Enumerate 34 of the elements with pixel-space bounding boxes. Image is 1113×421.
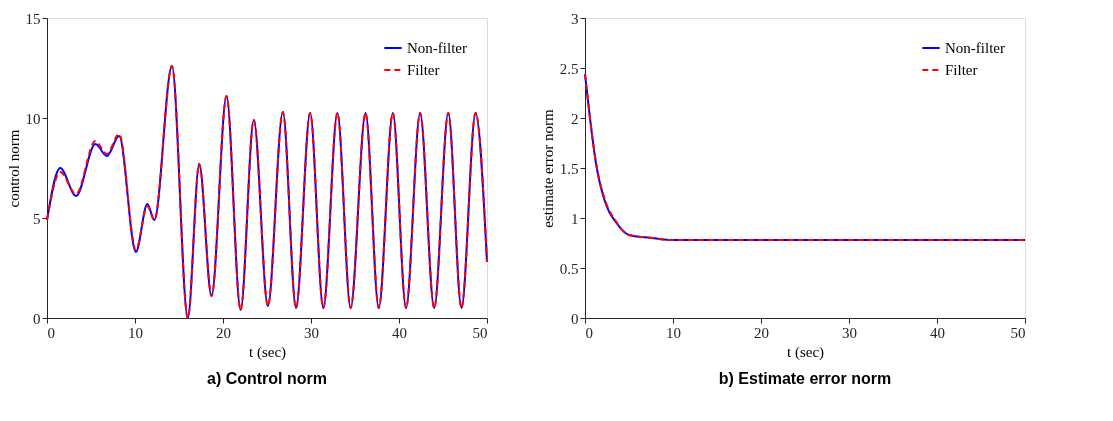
y-tick-label: 2 [571, 110, 579, 127]
x-axis-title: t (sec) [786, 343, 825, 361]
y-tick-label: 10 [25, 110, 41, 127]
x-tick-label: 30 [842, 324, 857, 341]
x-tick-label: 40 [392, 324, 407, 341]
y-tick-label: 2.5 [559, 60, 579, 77]
line-series [584, 73, 1026, 241]
x-tick-label: 10 [128, 324, 143, 341]
legend-label: Non-filter [945, 40, 1005, 56]
y-tick-label: 5 [33, 210, 41, 227]
y-tick-label: 1 [571, 210, 579, 227]
y-axis-title: estimate error norm [539, 109, 556, 228]
y-axis-title: control norm [5, 129, 22, 208]
legend-label: Filter [407, 62, 440, 78]
x-tick-label: 20 [216, 324, 231, 341]
x-tick-label: 30 [304, 324, 319, 341]
legend-label: Non-filter [407, 40, 467, 56]
y-tick-label: 15 [25, 10, 41, 27]
x-tick-label: 50 [472, 324, 488, 341]
x-tick-label: 40 [930, 324, 945, 341]
text: b) Estimate error norm [718, 370, 892, 387]
y-tick-label: 0 [33, 310, 41, 327]
x-tick-label: 0 [585, 324, 593, 341]
legend-label: Filter [945, 62, 978, 78]
x-axis-title: t (sec) [248, 343, 287, 361]
x-tick-label: 20 [754, 324, 769, 341]
x-tick-label: 10 [666, 324, 681, 341]
y-tick-label: 3 [571, 10, 579, 27]
y-tick-label: 0 [571, 310, 579, 327]
x-tick-label: 50 [1010, 324, 1026, 341]
text: a) Control norm [207, 370, 327, 387]
y-tick-label: 0.5 [559, 260, 579, 277]
y-tick-label: 1.5 [559, 160, 579, 177]
x-tick-label: 0 [47, 324, 55, 341]
